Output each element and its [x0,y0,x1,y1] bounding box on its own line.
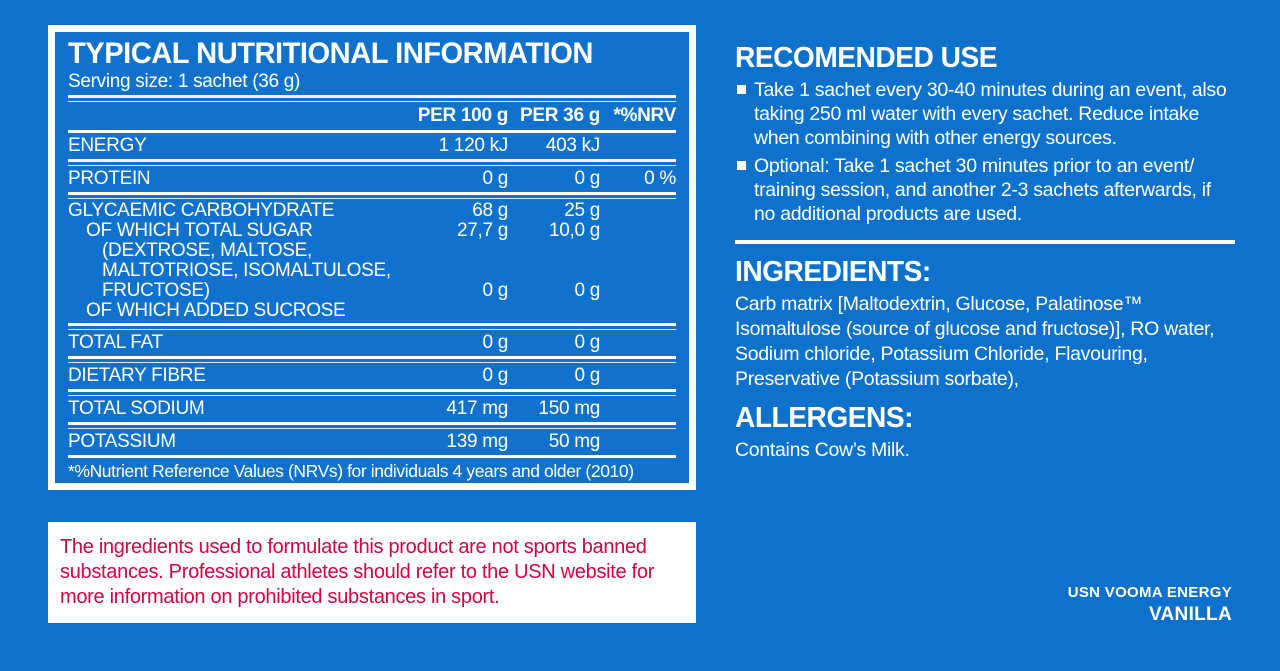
column-header-per100: PER 100 g [417,105,509,126]
row-divider [68,158,676,167]
value-per100: 139 mg [446,431,508,452]
sports-disclaimer-box: The ingredients used to formulate this p… [48,522,696,623]
serving-size: Serving size: 1 sachet (36 g) [68,71,301,92]
value-per100: 0 g [482,332,508,353]
table-row-added-sucrose: OF WHICH ADDED SUCROSE [68,301,676,321]
table-row-protein: PROTEIN 0 g 0 g 0 % [68,168,676,190]
sports-disclaimer-text: The ingredients used to formulate this p… [60,536,655,608]
nutrient-label: TOTAL FAT [68,332,163,353]
value-per36: 0 g [574,332,600,353]
nutrient-label: TOTAL SODIUM [68,398,205,419]
brand-block: USN VOOMA ENERGY VANILLA [1068,583,1232,626]
table-row-dietary-fibre: DIETARY FIBRE 0 g 0 g [68,365,676,387]
row-divider [68,455,676,458]
recommended-use-title: RECOMENDED USE [735,42,998,74]
table-row-potassium: POTASSIUM 139 mg 50 mg [68,431,676,453]
value-per100: 27,7 g [456,220,508,241]
value-per36: 403 kJ [545,135,600,156]
row-divider [68,421,676,430]
recommended-use-bullet: Optional: Take 1 sachet 30 minutes prior… [735,154,1235,226]
value-nrv: 0 % [644,168,676,189]
nutrient-label: OF WHICH ADDED SUCROSE [86,300,346,321]
nutrient-label: (DEXTROSE, MALTOSE, [102,240,313,261]
value-per36: 50 mg [548,431,601,452]
table-row-sugar-sources-1: (DEXTROSE, MALTOSE, [68,241,676,261]
nutrition-title: TYPICAL NUTRITIONAL INFORMATION [68,37,593,70]
table-row-sugar-sources-2: MALTOTRIOSE, ISOMALTULOSE, [68,261,676,281]
table-header-row: PER 100 g PER 36 g *%NRV [68,104,677,128]
nutrient-label: GLYCAEMIC CARBOHYDRATE [68,200,335,221]
table-row-sugar-sources-3: FRUCTOSE) 0 g 0 g [68,281,676,301]
square-bullet-icon [737,161,746,170]
brand-product-name: USN VOOMA ENERGY [1067,584,1232,601]
table-row-total-sugar: OF WHICH TOTAL SUGAR 27,7 g 10,0 g [68,221,676,241]
row-divider [68,130,676,133]
value-per100: 1 120 kJ [438,135,509,156]
value-per36: 0 g [574,280,600,301]
info-column: RECOMENDED USE Take 1 sachet every 30-40… [735,42,1235,473]
nutrient-label: FRUCTOSE) [102,280,210,301]
section-divider [735,240,1235,244]
table-row-energy: ENERGY 1 120 kJ 403 kJ [68,135,676,157]
nutrient-label: ENERGY [68,135,147,156]
nutrient-label: OF WHICH TOTAL SUGAR [86,220,313,241]
value-per100: 417 mg [446,398,508,419]
table-row-carbohydrate: GLYCAEMIC CARBOHYDRATE 68 g 25 g [68,201,676,221]
bullet-text: Optional: Take 1 sachet 30 minutes prior… [754,155,1211,225]
value-per100: 0 g [482,365,508,386]
ingredients-title: INGREDIENTS: [735,256,931,288]
nrv-footnote: *%Nutrient Reference Values (NRVs) for i… [68,461,634,481]
value-per100: 0 g [482,168,508,189]
row-divider [68,322,676,331]
value-per36: 150 mg [538,398,600,419]
allergens-text: Contains Cow’s Milk. [735,439,910,461]
allergens-title: ALLERGENS: [735,402,913,434]
value-per100: 68 g [472,200,508,221]
bullet-text: Take 1 sachet every 30-40 minutes during… [754,79,1227,149]
value-per36: 10,0 g [548,220,600,241]
value-per36: 25 g [564,200,600,221]
nutrient-label: PROTEIN [68,168,151,189]
table-row-total-fat: TOTAL FAT 0 g 0 g [68,332,676,354]
value-per36: 0 g [574,365,600,386]
ingredients-text: Carb matrix [Maltodextrin, Glucose, Pala… [735,293,1215,390]
brand-flavour: VANILLA [1148,604,1232,625]
value-per36: 0 g [574,168,600,189]
recommended-use-bullet: Take 1 sachet every 30-40 minutes during… [735,78,1235,150]
nutrient-label: DIETARY FIBRE [68,365,206,386]
row-divider [68,94,676,103]
column-header-per36: PER 36 g [520,105,600,126]
nutrition-panel: TYPICAL NUTRITIONAL INFORMATION Serving … [48,25,696,490]
square-bullet-icon [737,85,746,94]
table-row-total-sodium: TOTAL SODIUM 417 mg 150 mg [68,398,676,420]
column-header-nrv: *%NRV [613,105,676,126]
row-divider [68,355,676,364]
nutrient-label: POTASSIUM [68,431,176,452]
value-per100: 0 g [482,280,508,301]
nutrient-label: MALTOTRIOSE, ISOMALTULOSE, [102,260,391,281]
row-divider [68,191,676,200]
row-divider [68,388,676,397]
